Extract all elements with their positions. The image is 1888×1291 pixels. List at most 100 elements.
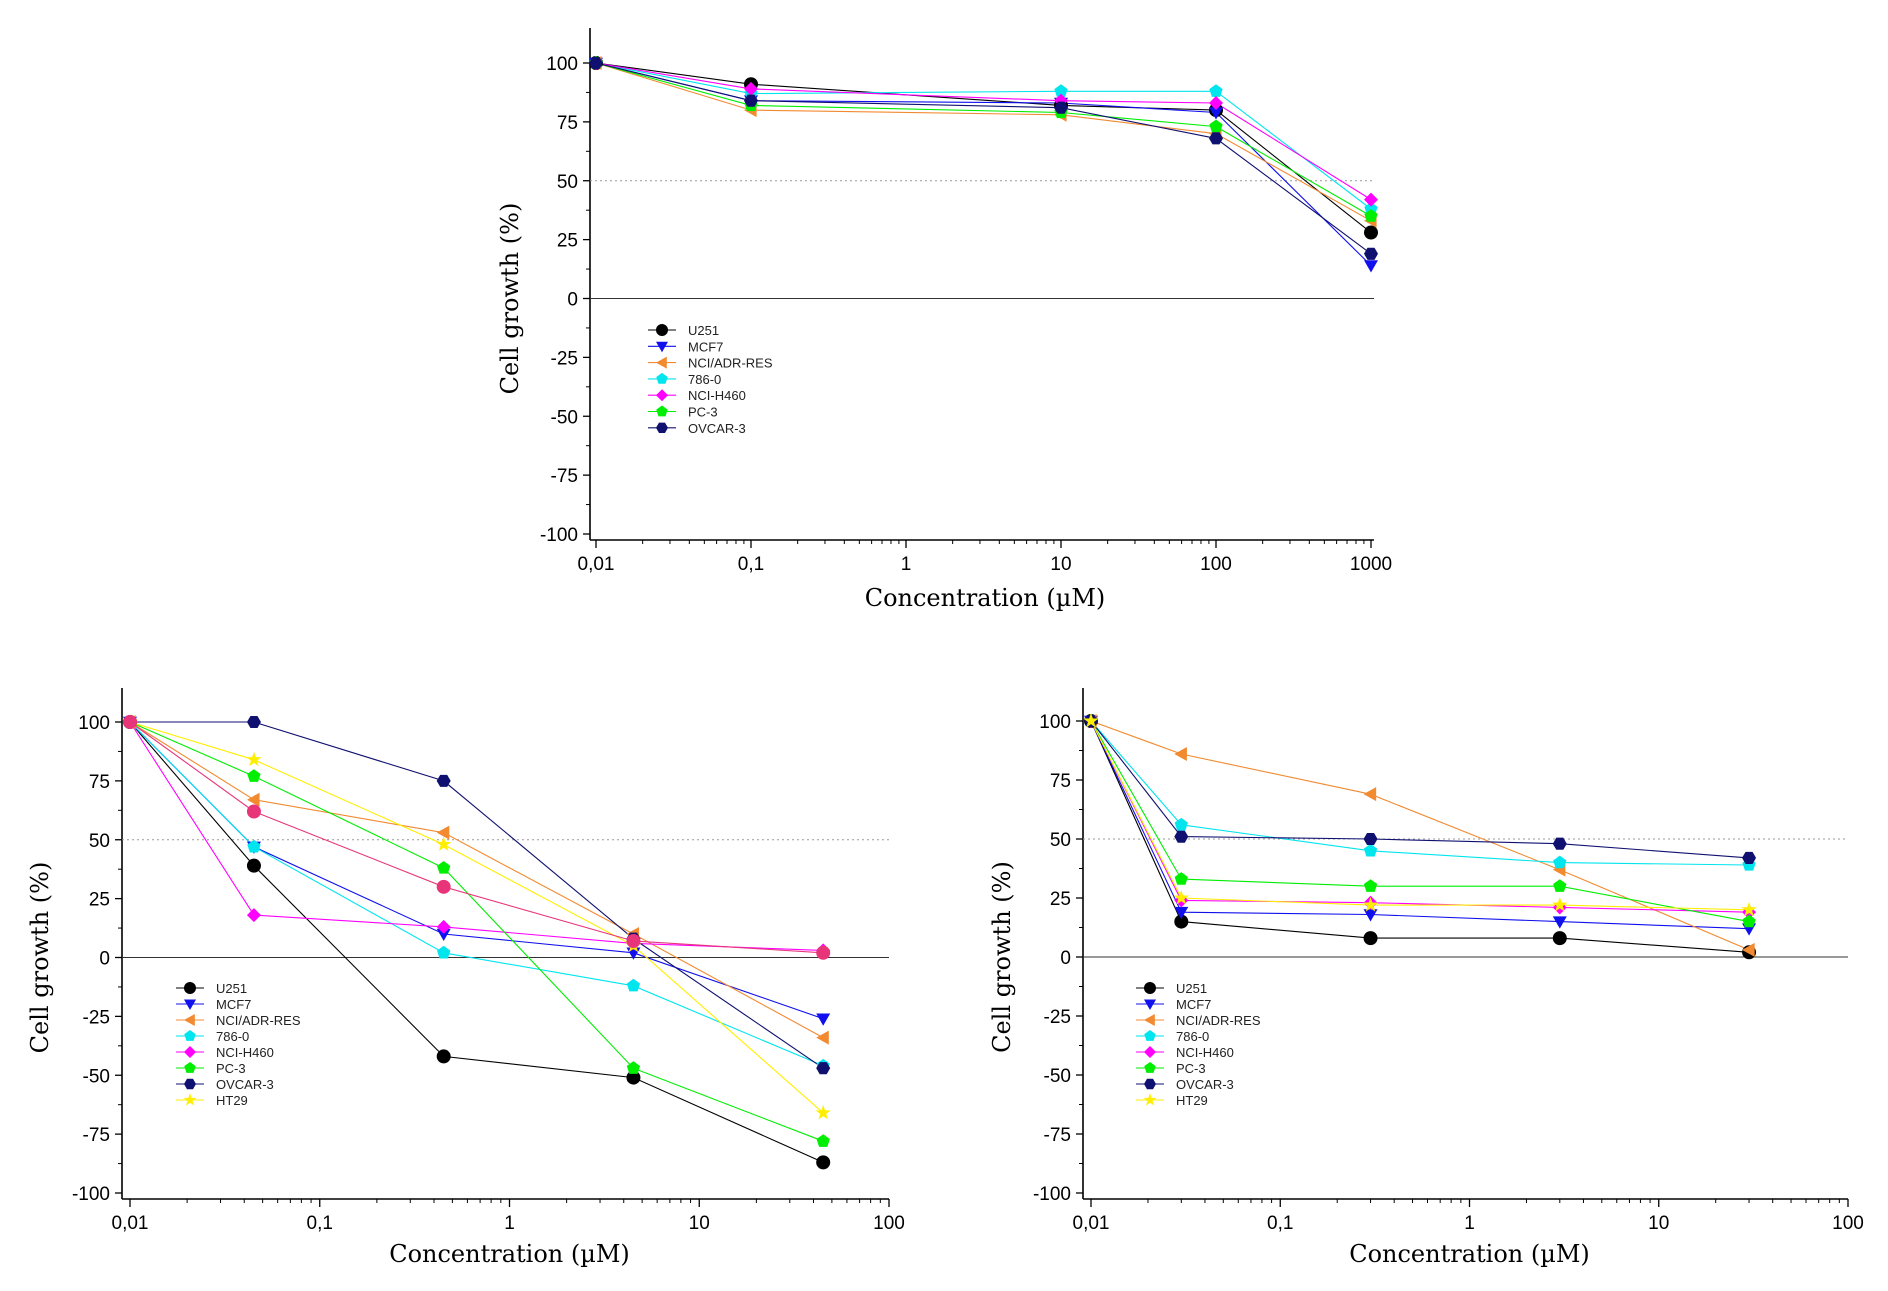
- y-tick-label: 100: [78, 713, 110, 734]
- legend-marker: [1144, 1062, 1156, 1073]
- legend-label: MCF7: [688, 339, 723, 354]
- x-tick-label: 1000: [1350, 554, 1392, 575]
- data-point-786-0: [437, 945, 451, 959]
- y-tick-label: -25: [551, 348, 578, 369]
- x-tick-label: 100: [1200, 554, 1232, 575]
- data-point-ovcar-3: [816, 1062, 831, 1075]
- legend-marker: [184, 999, 196, 1010]
- y-tick-label: 100: [546, 54, 578, 75]
- data-point-pc-3: [1174, 872, 1188, 885]
- data-point-pc-3: [816, 1134, 830, 1147]
- legend-marker: [656, 389, 668, 402]
- x-axis-title: Concentration (µM): [389, 1240, 630, 1268]
- legend: U251MCF7NCI/ADR-RES786-0NCI-H460PC-3OVCA…: [648, 323, 773, 436]
- legend-label: U251: [688, 323, 719, 338]
- y-tick-label: -50: [551, 407, 578, 428]
- series-line-u251: [595, 62, 1372, 234]
- y-tick-label: 0: [1060, 948, 1071, 969]
- series-line-extra: [129, 721, 824, 954]
- x-tick-label: 1: [901, 554, 912, 575]
- data-point-ht29: [246, 751, 262, 767]
- data-point-u251: [816, 1155, 831, 1170]
- legend-label: NCI-H460: [688, 388, 746, 403]
- legend-label: OVCAR-3: [216, 1077, 274, 1092]
- y-tick-label: -75: [551, 466, 578, 487]
- x-axis-title: Concentration (µM): [1349, 1240, 1590, 1268]
- legend-label: 786-0: [216, 1029, 249, 1044]
- series-line-786-0: [1090, 720, 1750, 866]
- legend-marker: [1144, 1046, 1156, 1058]
- data-point-ovcar-3: [589, 56, 603, 70]
- y-tick-label: 0: [99, 949, 110, 970]
- legend-label: NCI/ADR-RES: [1176, 1013, 1261, 1028]
- data-point-extra: [626, 934, 641, 949]
- y-tick-label: -100: [540, 525, 578, 546]
- data-point-ht29: [436, 836, 452, 851]
- data-point-786-0: [1174, 817, 1188, 831]
- data-point-nci-h460: [436, 919, 451, 934]
- legend-label: U251: [216, 981, 247, 996]
- legend-label: OVCAR-3: [688, 421, 746, 436]
- y-tick-label: 0: [567, 290, 578, 311]
- data-point-pc-3: [1553, 879, 1567, 892]
- x-tick-label: 0,01: [578, 554, 615, 575]
- legend-label: HT29: [1176, 1093, 1208, 1108]
- data-point-nci-adr-res: [1742, 942, 1755, 957]
- legend-marker: [184, 1030, 196, 1041]
- legend-label: MCF7: [216, 997, 251, 1012]
- data-point-nci-adr-res: [436, 825, 450, 840]
- x-tick-label: 0,1: [738, 554, 764, 575]
- chart-1: -100 -75 -50 -25 0 25 50 75 100 0,01 0,1 1 10 100 1000…: [496, 28, 1392, 612]
- data-point-ovcar-3: [744, 94, 758, 107]
- data-point-mcf7: [1364, 260, 1378, 273]
- series-line-nci-h460: [1090, 720, 1750, 913]
- data-point-ovcar-3: [1363, 832, 1378, 846]
- legend-marker: [1144, 982, 1156, 994]
- y-tick-label: 25: [89, 890, 110, 911]
- legend-marker: [1143, 1093, 1157, 1106]
- legend: U251MCF7NCI/ADR-RES786-0NCI-H460PC-3OVCA…: [176, 981, 301, 1108]
- data-point-mcf7: [436, 928, 451, 941]
- data-point-nci-adr-res: [1174, 747, 1187, 762]
- chart-2: -100 -75 -50 -25 0 25 50 75 100 0,01 0,1 1 10 100 Conc…: [26, 688, 905, 1268]
- series-line-786-0: [595, 62, 1372, 210]
- data-point-ht29: [1362, 897, 1379, 912]
- y-tick-label: -25: [83, 1007, 110, 1028]
- data-point-mcf7: [1174, 906, 1189, 920]
- data-point-786-0: [1553, 855, 1567, 869]
- data-point-u251: [1174, 914, 1189, 929]
- data-point-pc-3: [437, 861, 451, 874]
- legend-marker: [656, 324, 668, 336]
- legend-marker: [1144, 1078, 1156, 1090]
- data-point-pc-3: [1364, 209, 1378, 222]
- data-point-u251: [1363, 931, 1378, 946]
- series-line-nci-h460: [595, 62, 1372, 201]
- data-point-786-0: [247, 839, 261, 853]
- x-tick-label: 100: [873, 1213, 905, 1234]
- x-tick-label: 10: [1648, 1213, 1669, 1234]
- legend-label: NCI/ADR-RES: [216, 1013, 301, 1028]
- legend: U251MCF7NCI/ADR-RES786-0NCI-H460PC-3OVCA…: [1136, 981, 1261, 1108]
- y-tick-label: 75: [89, 772, 110, 793]
- y-tick-label: -75: [83, 1125, 110, 1146]
- y-tick-label: 25: [1050, 889, 1071, 910]
- x-tick-label: 1: [504, 1213, 515, 1234]
- chart-3: -100 -75 -50 -25 0 25 50 75 100 0,01 0,1 1 10 100 Conc…: [988, 688, 1864, 1268]
- data-point-ovcar-3: [1054, 101, 1068, 114]
- data-point-u251: [1364, 225, 1378, 240]
- y-tick-label: 75: [557, 113, 578, 134]
- data-point-ovcar-3: [1364, 247, 1378, 260]
- legend-label: 786-0: [688, 372, 721, 387]
- y-tick-label: -100: [1033, 1184, 1071, 1205]
- data-point-ht29: [1083, 712, 1099, 728]
- data-point-nci-h460: [1364, 192, 1378, 207]
- y-tick-label: -75: [1044, 1125, 1071, 1146]
- data-point-pc-3: [1742, 914, 1756, 928]
- x-tick-label: 0,1: [307, 1213, 333, 1234]
- y-tick-label: 100: [1039, 712, 1071, 733]
- y-tick-label: 50: [89, 831, 110, 852]
- legend-marker: [184, 1046, 196, 1058]
- legend-marker: [1144, 1030, 1156, 1041]
- y-tick-label: 50: [557, 172, 578, 193]
- series-line-pc-3: [1090, 720, 1750, 923]
